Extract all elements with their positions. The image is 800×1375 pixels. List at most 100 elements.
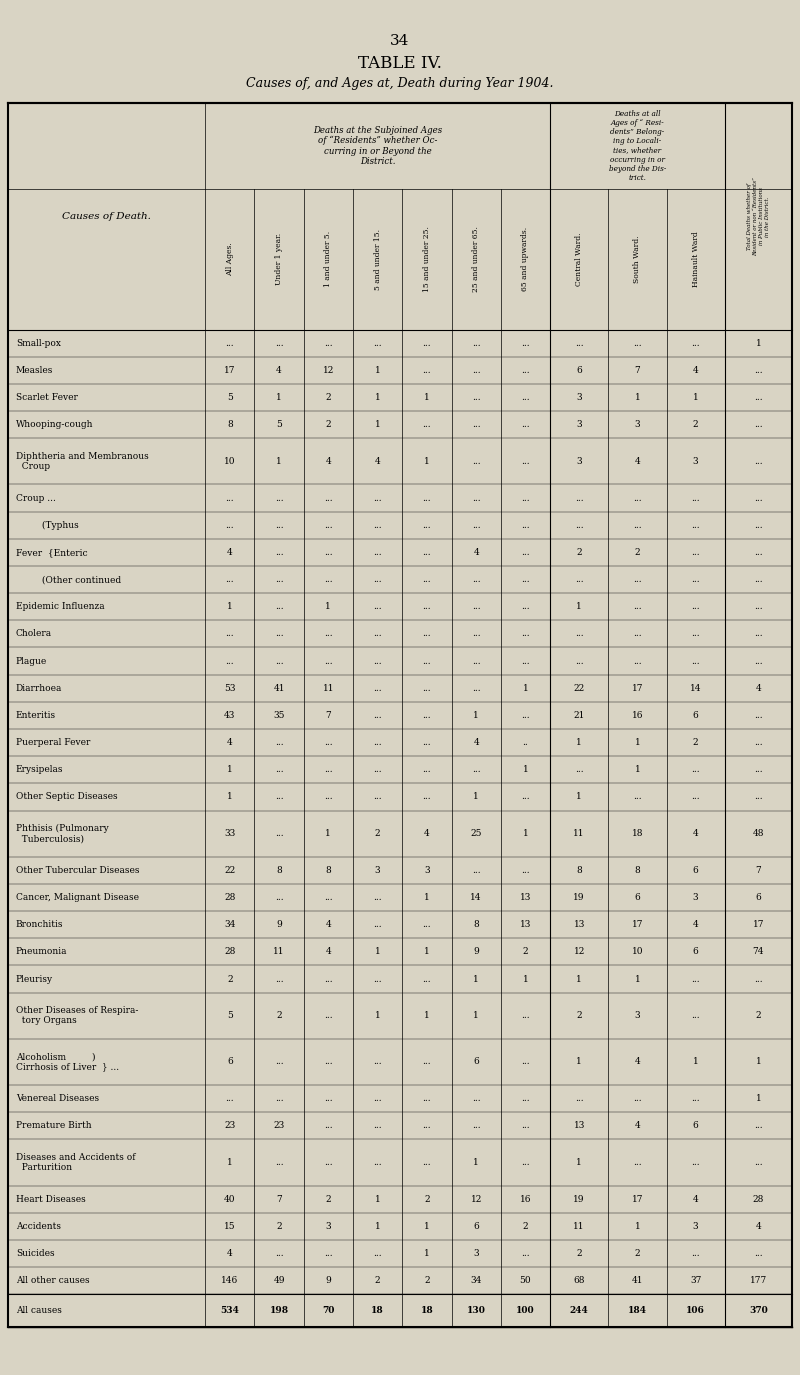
Text: 2: 2 — [227, 975, 233, 983]
Text: 2: 2 — [634, 547, 640, 557]
Text: 4: 4 — [693, 366, 698, 375]
Text: 1: 1 — [522, 975, 528, 983]
Text: 2: 2 — [693, 421, 698, 429]
Text: 4: 4 — [326, 947, 331, 957]
Text: ...: ... — [754, 521, 762, 529]
Text: ...: ... — [754, 1248, 762, 1258]
Text: ...: ... — [324, 575, 333, 584]
Text: ...: ... — [633, 521, 642, 529]
Text: ...: ... — [691, 494, 700, 502]
Text: ...: ... — [472, 1094, 481, 1103]
Text: 6: 6 — [755, 892, 762, 902]
Text: ...: ... — [472, 575, 481, 584]
Text: ...: ... — [754, 766, 762, 774]
Text: 1: 1 — [693, 393, 698, 401]
Text: 534: 534 — [220, 1306, 239, 1314]
Text: 1: 1 — [326, 829, 331, 839]
Text: ...: ... — [521, 338, 530, 348]
Text: 1: 1 — [634, 766, 640, 774]
Text: 1: 1 — [276, 456, 282, 466]
Text: ...: ... — [324, 1057, 333, 1067]
Text: 1 and under 5.: 1 and under 5. — [324, 231, 332, 287]
Text: 370: 370 — [749, 1306, 768, 1314]
Text: 1: 1 — [424, 1248, 430, 1258]
Text: 28: 28 — [224, 947, 235, 957]
Text: ...: ... — [324, 738, 333, 747]
Text: 13: 13 — [574, 920, 585, 930]
Text: 198: 198 — [270, 1306, 289, 1314]
Text: ...: ... — [422, 766, 431, 774]
Text: 1: 1 — [227, 1158, 233, 1167]
Text: ...: ... — [374, 521, 382, 529]
Text: ...: ... — [324, 338, 333, 348]
Text: ...: ... — [633, 657, 642, 666]
Text: 35: 35 — [274, 711, 285, 720]
Text: 48: 48 — [753, 829, 764, 839]
Text: ...: ... — [575, 657, 583, 666]
Text: 11: 11 — [322, 683, 334, 693]
Text: ...: ... — [754, 657, 762, 666]
Text: ...: ... — [422, 338, 431, 348]
Text: ...: ... — [754, 393, 762, 401]
Text: ...: ... — [633, 630, 642, 638]
Text: 2: 2 — [576, 1248, 582, 1258]
Text: 5: 5 — [227, 393, 233, 401]
Text: ...: ... — [521, 866, 530, 874]
Text: 2: 2 — [693, 738, 698, 747]
Text: Plague: Plague — [16, 657, 47, 666]
Text: ...: ... — [521, 456, 530, 466]
Text: 65 and upwards.: 65 and upwards. — [522, 227, 530, 292]
Text: 5: 5 — [276, 421, 282, 429]
Text: Other Tubercular Diseases: Other Tubercular Diseases — [16, 866, 139, 874]
Text: 1: 1 — [424, 892, 430, 902]
Text: Central Ward.: Central Ward. — [575, 232, 583, 286]
Text: 6: 6 — [693, 1121, 698, 1130]
Text: 10: 10 — [224, 456, 235, 466]
Text: Fever  {Enteric: Fever {Enteric — [16, 547, 87, 557]
Text: 1: 1 — [474, 792, 479, 802]
Text: 17: 17 — [224, 366, 235, 375]
Text: Causes of, and Ages at, Death during Year 1904.: Causes of, and Ages at, Death during Yea… — [246, 77, 554, 89]
Text: ...: ... — [754, 366, 762, 375]
Text: ...: ... — [472, 602, 481, 612]
Text: 1: 1 — [634, 393, 640, 401]
Text: 1: 1 — [374, 366, 381, 375]
Text: Heart Diseases: Heart Diseases — [16, 1195, 86, 1203]
Text: 1: 1 — [576, 792, 582, 802]
Text: 70: 70 — [322, 1306, 334, 1314]
Text: ...: ... — [274, 766, 283, 774]
Text: ...: ... — [691, 602, 700, 612]
Text: 244: 244 — [570, 1306, 589, 1314]
Text: 28: 28 — [753, 1195, 764, 1203]
Text: 74: 74 — [753, 947, 764, 957]
Text: ...: ... — [374, 602, 382, 612]
Text: 4: 4 — [227, 1248, 233, 1258]
Text: 33: 33 — [224, 829, 235, 839]
Text: ...: ... — [633, 494, 642, 502]
Text: 7: 7 — [755, 866, 762, 874]
Text: 1: 1 — [276, 393, 282, 401]
Text: ...: ... — [274, 1094, 283, 1103]
Text: 17: 17 — [632, 683, 643, 693]
Text: 25: 25 — [470, 829, 482, 839]
Text: 11: 11 — [574, 829, 585, 839]
Text: ...: ... — [754, 421, 762, 429]
Text: 2: 2 — [374, 1276, 381, 1286]
Text: ...: ... — [422, 711, 431, 720]
Text: 2: 2 — [326, 393, 331, 401]
Text: 1: 1 — [474, 1011, 479, 1020]
Text: 2: 2 — [522, 947, 528, 957]
Text: ...: ... — [633, 792, 642, 802]
Text: 2: 2 — [576, 1011, 582, 1020]
Text: ...: ... — [324, 975, 333, 983]
Text: 4: 4 — [474, 547, 479, 557]
Text: 3: 3 — [634, 421, 640, 429]
Text: 6: 6 — [693, 866, 698, 874]
Text: 1: 1 — [576, 738, 582, 747]
Text: 37: 37 — [690, 1276, 702, 1286]
Text: 1: 1 — [522, 683, 528, 693]
Text: 8: 8 — [326, 866, 331, 874]
Text: 1: 1 — [326, 602, 331, 612]
Text: ...: ... — [274, 521, 283, 529]
Text: Bronchitis: Bronchitis — [16, 920, 63, 930]
